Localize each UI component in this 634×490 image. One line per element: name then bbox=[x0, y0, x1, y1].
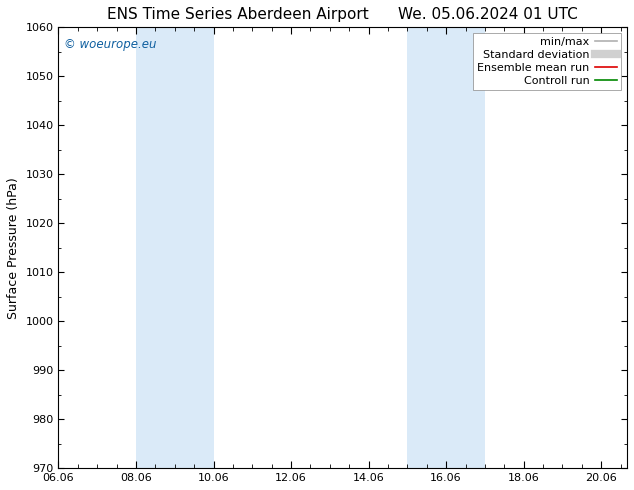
Legend: min/max, Standard deviation, Ensemble mean run, Controll run: min/max, Standard deviation, Ensemble me… bbox=[472, 33, 621, 90]
Text: © woeurope.eu: © woeurope.eu bbox=[64, 38, 157, 51]
Bar bbox=[136, 27, 214, 468]
Bar bbox=[408, 27, 485, 468]
Title: ENS Time Series Aberdeen Airport      We. 05.06.2024 01 UTC: ENS Time Series Aberdeen Airport We. 05.… bbox=[107, 7, 578, 22]
Y-axis label: Surface Pressure (hPa): Surface Pressure (hPa) bbox=[7, 177, 20, 318]
